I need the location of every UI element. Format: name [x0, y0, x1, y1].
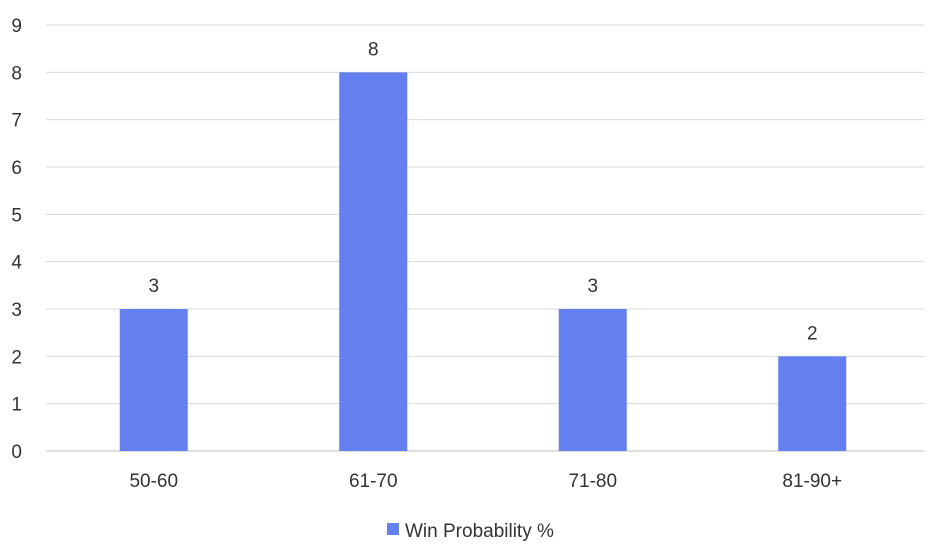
data-label: 3 [148, 276, 159, 297]
bar [119, 309, 188, 451]
bar [339, 72, 408, 451]
bar [778, 356, 847, 451]
y-tick-label: 4 [11, 253, 22, 274]
x-axis-ticks: 50-60 61-70 71-80 81-90+ [129, 471, 842, 492]
y-tick-label: 1 [11, 395, 22, 416]
x-tick-label: 81-90+ [782, 471, 842, 492]
y-tick-label: 3 [11, 300, 22, 321]
bar [558, 309, 627, 451]
gridlines [46, 24, 924, 452]
y-tick-label: 2 [11, 347, 22, 368]
y-tick-label: 7 [11, 111, 22, 132]
x-tick-label: 61-70 [349, 471, 398, 492]
data-label: 2 [807, 323, 818, 344]
x-tick-label: 50-60 [129, 471, 178, 492]
x-tick-label: 71-80 [568, 471, 617, 492]
data-labels: 3 8 3 2 [148, 39, 817, 344]
y-axis-ticks: 0 1 2 3 4 5 6 7 8 9 [11, 16, 22, 463]
y-tick-label: 0 [11, 442, 22, 463]
legend: Win Probability % [387, 521, 554, 542]
y-tick-label: 5 [11, 205, 22, 226]
data-label: 8 [368, 39, 379, 60]
legend-label: Win Probability % [405, 521, 554, 542]
data-label: 3 [587, 276, 598, 297]
y-tick-label: 8 [11, 63, 22, 84]
y-tick-label: 9 [11, 16, 22, 37]
y-tick-label: 6 [11, 158, 22, 179]
legend-swatch [387, 523, 399, 535]
bars [119, 72, 847, 451]
